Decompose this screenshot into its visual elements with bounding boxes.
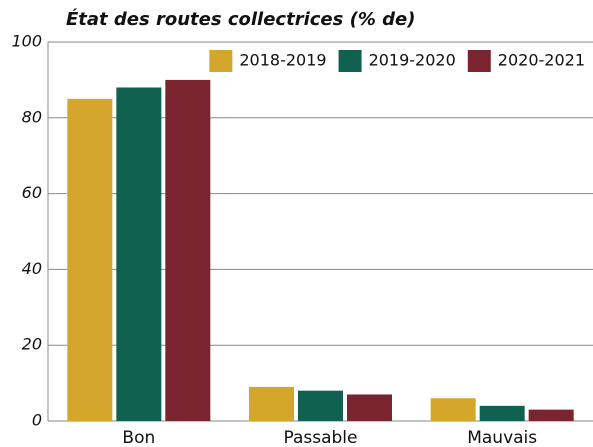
y-tick-label: 0 (32, 411, 42, 430)
legend-swatch (209, 50, 233, 72)
chart-title: État des routes collectrices (% de) (66, 8, 415, 30)
bar (347, 394, 392, 421)
y-tick-label: 100 (11, 32, 42, 51)
bar (298, 390, 343, 421)
bar (479, 405, 525, 421)
y-tick-label: 40 (22, 259, 42, 278)
bar (430, 398, 476, 421)
bar (249, 386, 294, 421)
y-tick-label: 20 (22, 335, 42, 354)
bar (165, 79, 211, 422)
x-tick-label: Passable (283, 428, 357, 447)
legend-label: 2020-2021 (498, 51, 585, 70)
legend-swatch (467, 50, 491, 72)
y-tick-label: 60 (22, 183, 42, 202)
legend-label: 2018-2019 (239, 51, 326, 70)
bar (67, 98, 113, 421)
bar (116, 87, 162, 421)
bar (528, 409, 574, 421)
x-tick-label: Bon (122, 428, 155, 447)
legend-swatch (338, 50, 362, 72)
y-tick-label: 80 (22, 107, 42, 126)
x-tick-label: Mauvais (467, 428, 537, 447)
legend-label: 2019-2020 (369, 51, 456, 70)
